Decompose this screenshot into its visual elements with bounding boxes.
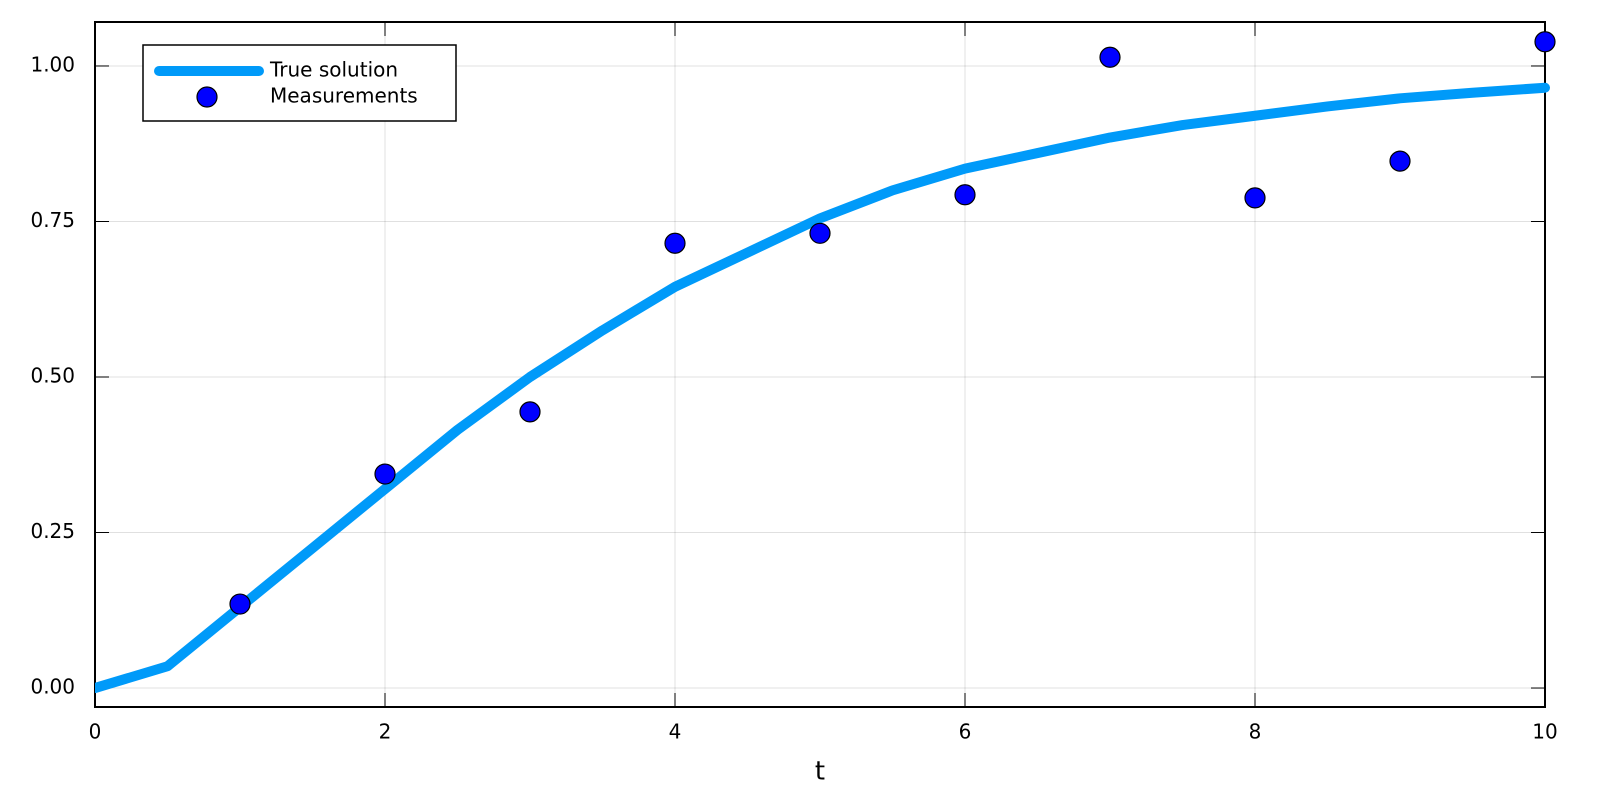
point [1534,31,1556,53]
legend-point [196,86,218,108]
point [954,184,976,206]
legend-label: Measurements [270,84,418,108]
point [1099,46,1121,68]
x-tick-label: 2 [379,720,392,744]
point [1389,150,1411,172]
y-tick-label: 0.00 [30,675,75,699]
legend-label: True solution [269,58,398,82]
point [1244,187,1266,209]
x-tick-label: 8 [1249,720,1262,744]
y-tick-label: 0.25 [30,519,75,543]
x-tick-label: 10 [1532,720,1557,744]
x-tick-label: 0 [89,720,102,744]
y-tick-label: 0.50 [30,364,75,388]
y-tick-label: 0.75 [30,208,75,232]
x-axis-label: t [815,757,825,787]
line [95,82,1550,694]
point [809,222,831,244]
y-tick-label: 1.00 [30,52,75,76]
point [374,463,396,485]
x-tick-label: 6 [959,720,972,744]
point [519,401,541,423]
legend-box [142,44,457,122]
x-tick-label: 4 [669,720,682,744]
plot-frame [94,21,1546,708]
point [664,232,686,254]
point [229,593,251,615]
